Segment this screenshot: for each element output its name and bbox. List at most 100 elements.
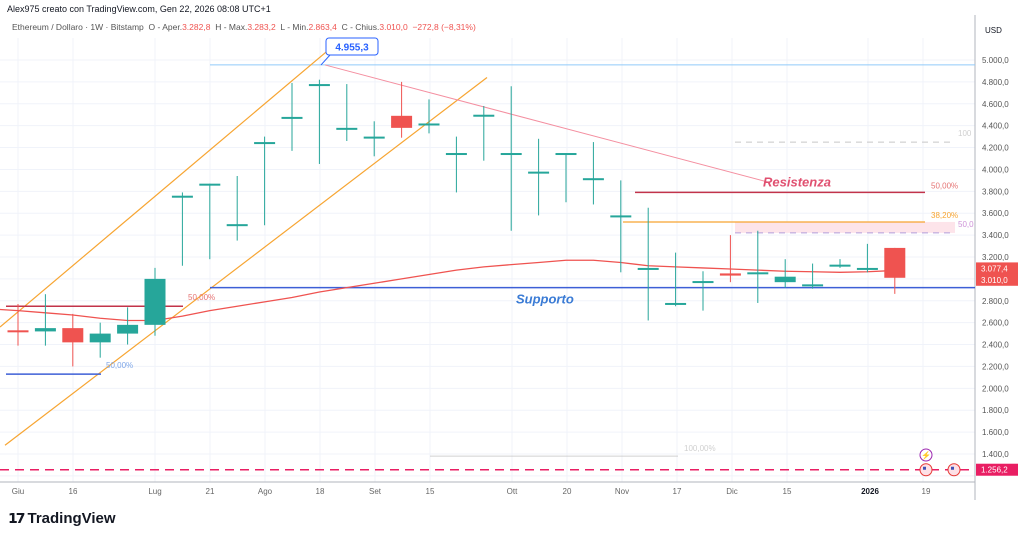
time-tick: 21 <box>206 487 215 496</box>
candles[interactable] <box>7 79 906 367</box>
candle[interactable] <box>199 183 221 260</box>
peak-callout[interactable] <box>325 37 379 56</box>
candle[interactable] <box>445 136 467 193</box>
symbol-name[interactable]: Ethereum / Dollaro · 1W · Bitstamp <box>12 22 144 32</box>
open-value: 3.282,8 <box>182 22 211 32</box>
fib-zone <box>735 221 955 233</box>
time-tick: 17 <box>673 487 682 496</box>
candle[interactable] <box>254 136 276 226</box>
candle[interactable] <box>226 176 248 241</box>
candle[interactable] <box>829 259 851 268</box>
price-badge <box>976 273 1018 286</box>
candle[interactable] <box>117 307 139 345</box>
candle[interactable] <box>692 271 714 311</box>
peak-label: 4.955,3 <box>335 43 369 54</box>
fib-50-left-label: 50,00% <box>188 293 215 302</box>
time-tick: Set <box>369 487 382 496</box>
downtrend-line[interactable] <box>324 64 771 184</box>
chart-credit: Alex975 creato con TradingView.com, Gen … <box>7 4 271 14</box>
candle[interactable] <box>528 138 550 216</box>
price-tick: 2.400,0 <box>982 341 1009 350</box>
candle[interactable] <box>610 180 632 273</box>
time-tick: 16 <box>69 487 78 496</box>
flag-canton <box>951 466 954 470</box>
time-tick: Lug <box>148 487 161 496</box>
candle[interactable] <box>802 263 824 289</box>
lightning-glyph: ⚡ <box>921 450 931 460</box>
price-tick: 3.800,0 <box>982 187 1009 196</box>
candle[interactable] <box>308 79 330 164</box>
candle[interactable] <box>637 207 659 321</box>
currency-label[interactable]: USD <box>985 26 1002 35</box>
candle[interactable] <box>171 192 193 266</box>
price-tick: 1.400,0 <box>982 450 1009 459</box>
price-tick: 5.000,0 <box>982 56 1009 65</box>
candle[interactable] <box>884 247 906 294</box>
price-tick: 3.200,0 <box>982 253 1009 262</box>
time-tick: 19 <box>922 487 931 496</box>
price-tick: 2.800,0 <box>982 297 1009 306</box>
price-tick: 3.600,0 <box>982 209 1009 218</box>
candle[interactable] <box>281 82 303 151</box>
candle[interactable] <box>7 304 29 346</box>
candle[interactable] <box>582 142 604 205</box>
price-tick: 4.600,0 <box>982 100 1009 109</box>
candle[interactable] <box>144 267 166 336</box>
change-value: −272,8 (−8,31%) <box>412 22 476 32</box>
candle[interactable] <box>34 294 56 346</box>
time-tick: Nov <box>615 487 629 496</box>
price-tick: 2.000,0 <box>982 384 1009 393</box>
fib-50-low-label: 50,00% <box>106 361 133 370</box>
candle[interactable] <box>391 81 413 138</box>
channel-upper-line[interactable] <box>0 39 341 328</box>
time-tick: Ott <box>507 487 518 496</box>
candle[interactable] <box>418 99 440 134</box>
candle[interactable] <box>555 153 577 203</box>
fib-50-resistance-label: 50,00% <box>931 181 958 190</box>
time-tick: 2026 <box>861 487 879 496</box>
time-tick: 18 <box>316 487 325 496</box>
price-tick: 3.400,0 <box>982 231 1009 240</box>
resistance-label: Resistenza <box>763 174 831 189</box>
flag-canton <box>923 466 926 470</box>
candle[interactable] <box>719 235 741 283</box>
time-tick: 15 <box>426 487 435 496</box>
price-badge <box>976 463 1018 476</box>
close-value: 3.010,0 <box>379 22 408 32</box>
candle[interactable] <box>62 313 84 367</box>
channel-lower-line[interactable] <box>4 77 488 446</box>
price-badge-label: 3.010,0 <box>981 276 1008 285</box>
price-tick: 1.800,0 <box>982 406 1009 415</box>
fib-50-right-label: 50,0 <box>958 220 974 229</box>
candle[interactable] <box>473 105 495 161</box>
price-tick: 4.800,0 <box>982 78 1009 87</box>
candle[interactable] <box>336 84 358 141</box>
candle[interactable] <box>665 252 687 307</box>
price-tick: 2.200,0 <box>982 362 1009 371</box>
candle[interactable] <box>774 259 796 288</box>
price-tick: 1.600,0 <box>982 428 1009 437</box>
fib-100-bottom-label: 100,00% <box>684 444 716 453</box>
candle[interactable] <box>500 86 522 231</box>
price-tick: 2.600,0 <box>982 319 1009 328</box>
candle[interactable] <box>747 230 769 303</box>
candle[interactable] <box>856 243 878 273</box>
lightning-event-icon[interactable] <box>919 448 933 462</box>
fib-100-label: 100 <box>958 129 972 138</box>
candle[interactable] <box>363 121 385 157</box>
low-value: 2.863,4 <box>308 22 337 32</box>
support-label: Supporto <box>516 292 574 307</box>
price-badge-label: 1.256,2 <box>981 466 1008 475</box>
price-tick: 4.200,0 <box>982 144 1009 153</box>
time-tick: Giu <box>12 487 24 496</box>
time-tick: Dic <box>726 487 738 496</box>
time-tick: 20 <box>563 487 572 496</box>
high-value: 3.283,2 <box>247 22 276 32</box>
moving-average-line[interactable] <box>0 259 895 322</box>
tradingview-logo[interactable]: 𝟭𝟳 TradingView <box>8 510 116 527</box>
fib-382-label: 38,20% <box>931 211 958 220</box>
candle[interactable] <box>89 322 111 358</box>
grid <box>0 38 975 482</box>
symbol-legend: Ethereum / Dollaro · 1W · Bitstamp O - A… <box>12 22 476 32</box>
